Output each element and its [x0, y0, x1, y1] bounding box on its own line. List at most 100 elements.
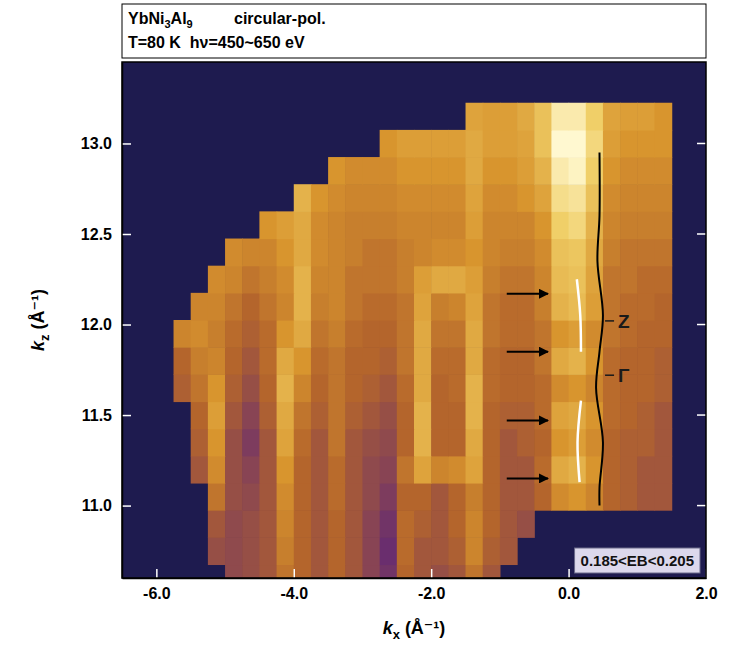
tick: 0.0	[558, 569, 580, 602]
heatmap-cell	[431, 130, 449, 158]
heatmap-cell	[362, 401, 380, 429]
arrow	[507, 477, 548, 479]
heatmap-cell	[414, 211, 432, 239]
heatmap-cell	[517, 510, 535, 538]
heatmap-cell	[569, 374, 587, 402]
heatmap-cell	[637, 266, 655, 294]
heatmap-cell	[551, 293, 569, 321]
heatmap-cell	[414, 184, 432, 212]
heatmap-cell	[277, 293, 295, 321]
heatmap-cell	[569, 157, 587, 185]
tick-mark	[697, 143, 706, 145]
heatmap-cell	[397, 320, 415, 348]
heatmap-cell	[225, 564, 243, 578]
heatmap-cell	[174, 374, 192, 402]
tick: -2.0	[418, 569, 446, 602]
heatmap-cell	[414, 374, 432, 402]
heatmap-cell	[191, 374, 209, 402]
heatmap-cell	[208, 293, 226, 321]
heatmap-cell	[208, 429, 226, 457]
heatmap-cell	[586, 103, 604, 131]
heatmap-cell	[362, 510, 380, 538]
heatmap-cell	[242, 293, 260, 321]
heatmap-cell	[397, 456, 415, 484]
heatmap-cell	[242, 266, 260, 294]
heatmap-cell	[466, 184, 484, 212]
heatmap-cell	[397, 347, 415, 375]
heatmap-cell	[311, 347, 329, 375]
heatmap-cell	[500, 429, 518, 457]
heatmap-cell	[259, 374, 277, 402]
heatmap-cell	[620, 157, 638, 185]
heatmap-cell	[362, 320, 380, 348]
heatmap-cell	[277, 239, 295, 267]
text-run: YbNi	[128, 10, 164, 27]
heatmap-cell	[466, 266, 484, 294]
heatmap-cell	[586, 429, 604, 457]
heatmap-cell	[277, 564, 295, 578]
heatmap-cell	[242, 564, 260, 578]
heatmap-cell	[637, 293, 655, 321]
heatmap-cell	[431, 293, 449, 321]
heatmap-cell	[500, 320, 518, 348]
heatmap-cell	[654, 401, 672, 429]
heatmap-cell	[208, 510, 226, 538]
tick-mark	[697, 233, 706, 235]
heatmap-cell	[483, 266, 501, 294]
heatmap-cell	[466, 537, 484, 565]
heatmap-cell	[466, 564, 484, 578]
heatmap-cell	[431, 456, 449, 484]
heatmap-cell	[569, 239, 587, 267]
heatmap-cell	[345, 211, 363, 239]
heatmap-cell	[294, 429, 312, 457]
heatmap-cell	[466, 239, 484, 267]
heatmap-cell	[208, 456, 226, 484]
heatmap-cell	[362, 239, 380, 267]
heatmap-cell	[397, 483, 415, 511]
heatmap-cell	[225, 320, 243, 348]
heatmap-cell	[294, 320, 312, 348]
tick-label: 12.0	[81, 316, 112, 333]
heatmap-cell	[569, 211, 587, 239]
heatmap-cell	[483, 184, 501, 212]
heatmap-cell	[362, 537, 380, 565]
heatmap-cell	[345, 483, 363, 511]
heatmap-cell	[654, 293, 672, 321]
heatmap-cell	[174, 320, 192, 348]
heatmap-cell	[637, 429, 655, 457]
heatmap-cell	[191, 347, 209, 375]
heatmap-cell	[483, 103, 501, 131]
heatmap-cell	[397, 564, 415, 578]
heatmap-cell	[191, 293, 209, 321]
heatmap-cell	[380, 510, 398, 538]
heatmap-cell	[277, 537, 295, 565]
heatmap-cell	[603, 239, 621, 267]
heatmap-cell	[534, 239, 552, 267]
heatmap-cell	[311, 266, 329, 294]
heatmap-cell	[534, 374, 552, 402]
heatmap-cell	[311, 510, 329, 538]
heatmap-cell	[277, 456, 295, 484]
title-unit: (Å⁻¹)	[28, 289, 48, 334]
heatmap-cell	[620, 483, 638, 511]
heatmap-cell	[603, 184, 621, 212]
heatmap-cell	[586, 184, 604, 212]
heatmap-cell	[362, 483, 380, 511]
heatmap-cell	[654, 347, 672, 375]
heatmap-cell	[259, 347, 277, 375]
heatmap-cell	[345, 564, 363, 578]
heatmap-cell	[603, 266, 621, 294]
heatmap-cell	[242, 347, 260, 375]
heatmap-cell	[517, 429, 535, 457]
annotation-dash	[605, 320, 614, 322]
heatmap-cell	[569, 483, 587, 511]
heatmap-cell	[603, 456, 621, 484]
heatmap-cell	[397, 429, 415, 457]
heatmap-cell	[569, 130, 587, 158]
heatmap-cell	[431, 510, 449, 538]
heatmap-cell	[551, 483, 569, 511]
heatmap-cell	[225, 510, 243, 538]
heatmap-cell	[345, 537, 363, 565]
heatmap-cell	[431, 374, 449, 402]
heatmap-cell	[294, 347, 312, 375]
